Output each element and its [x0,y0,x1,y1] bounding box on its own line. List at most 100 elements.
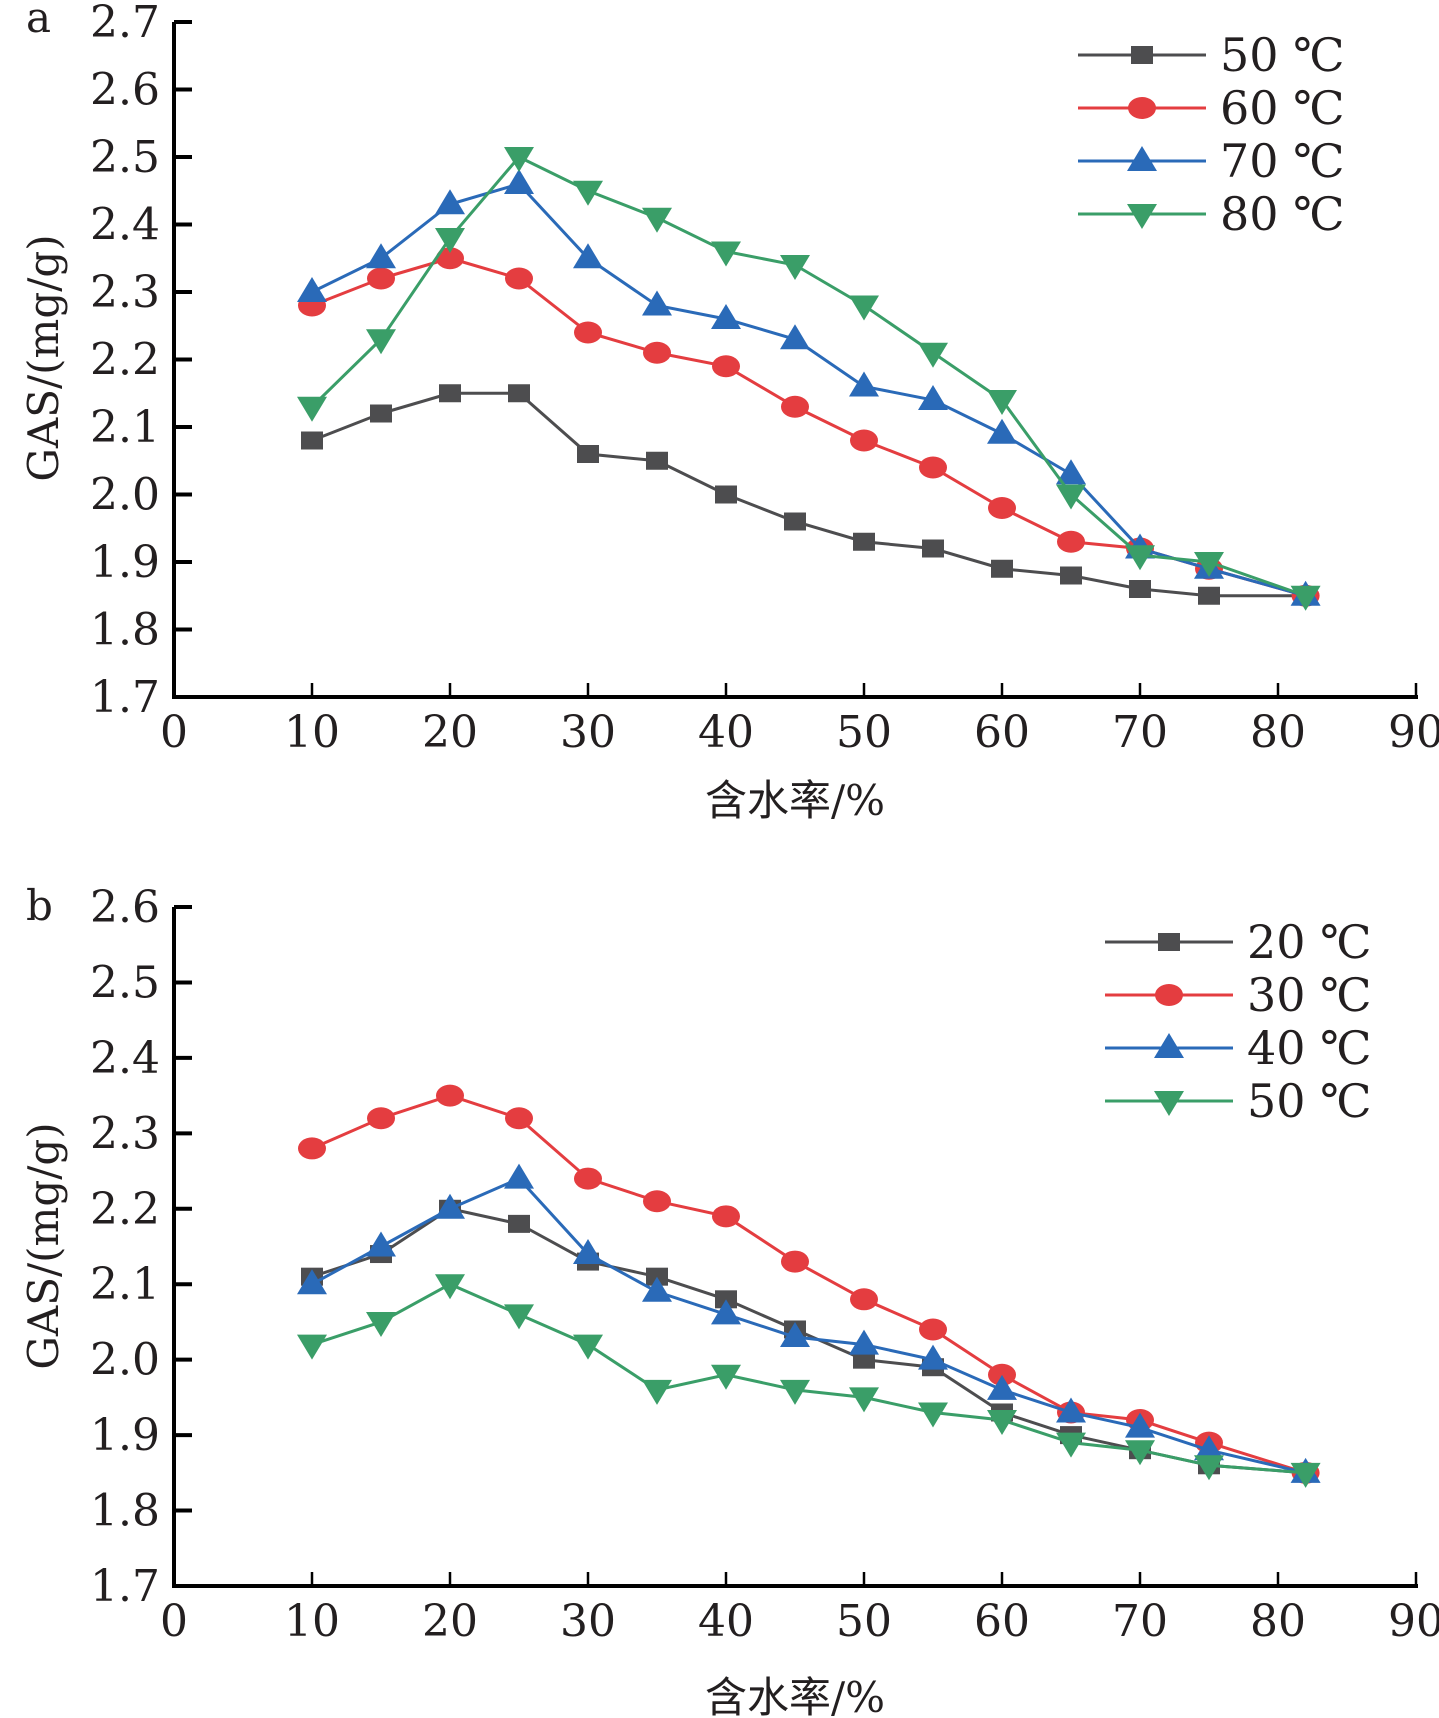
legend-marker [1127,204,1157,229]
data-point [1056,459,1086,485]
data-point [1290,585,1321,611]
series-0 [301,384,1317,605]
series-line [311,1176,1306,1475]
data-point [573,243,603,269]
series-line [311,182,1307,598]
data-point [573,1334,603,1360]
data-point [1056,1397,1086,1423]
data-point [850,1288,878,1311]
data-point [1056,1432,1086,1458]
data-point [508,1214,530,1233]
data-point [849,295,879,321]
data-point [919,456,947,479]
series-2 [297,169,1321,606]
y-tick-label: 2.7 [90,0,160,48]
legend-label: 50 ℃ [1247,1074,1372,1128]
data-point [918,1402,948,1428]
legend-label: 70 ℃ [1220,134,1345,188]
data-point [853,532,875,551]
legend-marker [1131,46,1153,64]
y-tick-label: 2.4 [90,1033,160,1084]
x-tick-label: 30 [560,707,616,758]
data-point [366,1231,396,1257]
data-point [849,1387,879,1413]
data-point [711,241,741,267]
legend-label: 50 ℃ [1220,28,1345,82]
y-tick-label: 2.1 [90,1259,160,1310]
data-point [781,395,809,418]
data-point [573,180,603,206]
data-point [712,355,740,378]
legend-marker [1127,146,1157,171]
x-tick-label: 90 [1388,1596,1439,1647]
chart-panel-b: b GAS/(mg/g) 含水率/% 1.7 1.8 1.9 2.0 2.1 2.2 2.3… [19,881,1439,1718]
data-point [781,1250,809,1273]
data-point [643,1190,671,1213]
legend-item: 50 ℃ [1078,28,1345,82]
x-tick-label: 20 [422,707,478,758]
data-point [991,559,1013,578]
y-tick-label: 2.5 [90,132,160,183]
series-line [311,1282,1306,1475]
y-tick-label: 2.2 [90,1184,160,1235]
y-tick-label: 2.0 [90,470,160,521]
data-point [1125,545,1155,571]
data-point [642,207,672,233]
data-point [988,1363,1016,1386]
data-point [370,404,392,423]
data-point [297,277,327,302]
y-tick-label: 2.4 [90,200,160,251]
data-point [646,1267,668,1286]
legend-label: 80 ℃ [1220,187,1345,241]
panel-label: b [26,881,53,930]
data-point [918,385,948,410]
series-line [311,391,1306,598]
x-tick-label: 80 [1250,1596,1306,1647]
y-axis-title: GAS/(mg/g) [19,1122,68,1369]
series-3 [297,1274,1321,1488]
data-point [1194,1435,1224,1461]
data-point [780,1322,810,1348]
data-point [1198,586,1220,605]
legend-item: 60 ℃ [1078,81,1345,135]
x-tick-label: 20 [422,1596,478,1647]
data-point [987,390,1017,415]
data-point [987,418,1017,444]
data-point [642,1276,672,1302]
data-point [988,497,1016,519]
data-point [715,1290,737,1309]
data-point [1125,1412,1155,1438]
data-point [642,290,672,316]
data-point [1290,1462,1321,1488]
data-point [919,1318,947,1341]
y-tick-label: 1.9 [90,537,160,588]
legend-item: 30 ℃ [1105,968,1372,1022]
series-1 [298,247,1320,607]
data-point [367,267,395,290]
data-point [918,1344,948,1370]
data-point [573,1239,603,1265]
series-3 [297,147,1321,611]
data-point [367,1107,395,1130]
y-tick-label: 1.8 [90,1486,160,1537]
legend-marker [1155,984,1183,1006]
data-point [780,1379,810,1405]
legend-marker [1128,97,1156,119]
data-point [780,255,810,280]
series-0 [301,1199,1317,1482]
y-tick-label: 2.0 [90,1335,160,1386]
x-tick-label: 50 [836,707,892,758]
data-point [643,341,671,364]
data-point [711,1364,741,1390]
data-point [297,396,327,422]
data-point [366,243,396,269]
y-tick-label: 2.5 [90,957,160,1008]
data-point [574,321,602,344]
x-tick-label: 30 [560,1596,616,1647]
x-tick-label: 60 [974,1596,1030,1647]
legend-item: 50 ℃ [1105,1074,1372,1128]
data-point [504,169,534,194]
x-tick-label: 50 [836,1596,892,1647]
x-tick-label: 90 [1388,707,1439,758]
